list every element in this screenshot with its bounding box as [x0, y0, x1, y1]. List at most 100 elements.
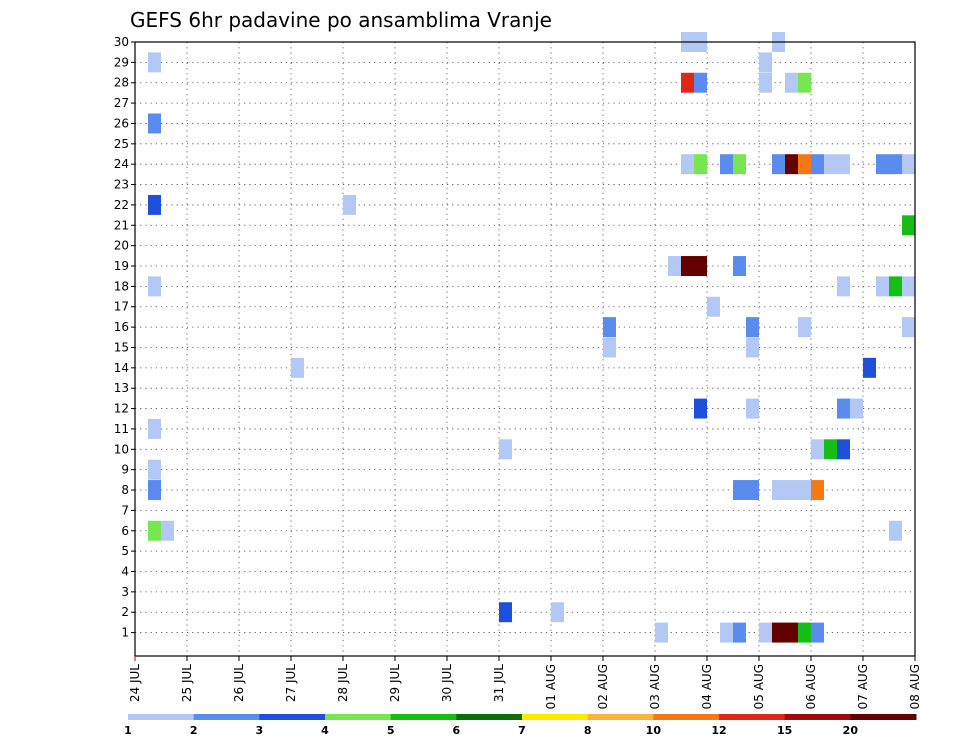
heatmap-cell — [824, 154, 837, 175]
heatmap-cell — [343, 194, 356, 215]
colorbar: 1 2 3 4 5 6 7 8 10 12 15 20 — [124, 714, 917, 737]
colorbar-label: 1 — [124, 724, 132, 737]
heatmap-cell — [798, 72, 811, 93]
y-tick-label: 12 — [114, 402, 129, 416]
y-tick-label: 4 — [121, 564, 129, 578]
heatmap-cell — [785, 72, 798, 93]
y-tick-label: 16 — [114, 320, 129, 334]
heatmap-cell — [733, 480, 746, 501]
heatmap-cell — [772, 154, 785, 175]
heatmap-cell — [681, 256, 694, 276]
heatmap-cell — [811, 480, 824, 501]
heatmap-cell — [811, 439, 824, 460]
heatmap-cell — [876, 154, 889, 175]
chart-title: GEFS 6hr padavine po ansamblima Vranje — [130, 8, 552, 32]
heatmap-cell — [148, 459, 161, 480]
heatmap-cell — [148, 194, 161, 215]
heatmap-cell — [876, 276, 889, 297]
x-tick-label: 26 JUL — [232, 664, 246, 702]
y-tick-label: 20 — [114, 239, 129, 253]
heatmap-cell — [733, 154, 746, 175]
y-tick-label: 6 — [121, 524, 129, 538]
y-tick-label: 14 — [114, 361, 129, 375]
colorbar-swatch — [784, 714, 851, 720]
colorbar-label: 6 — [453, 724, 461, 737]
heatmap-cell — [889, 154, 902, 175]
colorbar-swatch — [719, 714, 786, 720]
heatmap-cell — [148, 113, 161, 134]
heatmap-cell — [798, 317, 811, 338]
heatmap-cell — [785, 480, 798, 501]
y-tick-label: 24 — [114, 157, 129, 171]
x-axis: 24 JUL 25 JUL 26 JUL 27 JUL 28 JUL 29 JUL 30 J… — [128, 656, 922, 709]
plot-frame — [134, 41, 916, 657]
heatmap-cell — [746, 337, 759, 358]
heatmap-cell — [850, 398, 863, 419]
heatmap-cell — [902, 215, 915, 236]
heatmap-cell — [772, 622, 785, 643]
heatmap-cell — [291, 357, 304, 378]
colorbar-swatch — [587, 714, 654, 720]
colorbar-label: 7 — [518, 724, 526, 737]
heatmap-cell — [148, 520, 161, 541]
heatmap-cell — [148, 52, 161, 73]
y-tick-label: 28 — [114, 76, 129, 90]
x-tick-label: 03 AUG — [648, 664, 662, 709]
colorbar-label: 10 — [646, 724, 662, 737]
x-tick-label: 05 AUG — [752, 664, 766, 709]
y-tick-label: 19 — [114, 259, 129, 273]
heatmap-cell — [798, 154, 811, 175]
colorbar-swatch — [128, 714, 195, 720]
x-tick-label: 06 AUG — [804, 664, 818, 709]
heatmap-cell — [811, 154, 824, 175]
heatmap-cell — [785, 622, 798, 643]
heatmap-cell — [720, 154, 733, 175]
heatmap-cell — [837, 276, 850, 297]
x-tick-label: 04 AUG — [700, 664, 714, 709]
heatmap-cell — [746, 398, 759, 419]
heatmap-cell — [694, 154, 707, 175]
x-tick-label: 30 JUL — [440, 664, 454, 702]
heatmap-cells — [148, 32, 915, 643]
heatmap-cell — [759, 622, 772, 643]
colorbar-swatch — [653, 714, 720, 720]
y-tick-label: 11 — [114, 422, 129, 436]
y-tick-label: 22 — [114, 198, 129, 212]
heatmap-cell — [759, 72, 772, 93]
colorbar-label: 20 — [843, 724, 859, 737]
heatmap-cell — [148, 418, 161, 439]
colorbar-swatch — [850, 714, 917, 720]
heatmap-cell — [681, 72, 694, 93]
heatmap-cell — [889, 276, 902, 297]
heatmap-cell — [499, 439, 512, 460]
heatmap-cell — [681, 154, 694, 175]
heatmap-cell — [811, 622, 824, 643]
heatmap-cell — [655, 622, 668, 643]
x-tick-label: 02 AUG — [596, 664, 610, 709]
x-tick-label: 01 AUG — [544, 664, 558, 709]
heatmap-cell — [798, 480, 811, 501]
heatmap-cell — [837, 398, 850, 419]
x-tick-label: 24 JUL — [128, 664, 142, 702]
colorbar-label: 12 — [711, 724, 726, 737]
heatmap-cell — [603, 317, 616, 338]
x-tick-label: 28 JUL — [336, 664, 350, 702]
heatmap-cell — [902, 276, 915, 297]
colorbar-swatch — [522, 714, 589, 720]
colorbar-swatch — [193, 714, 260, 720]
colorbar-label: 5 — [387, 724, 395, 737]
heatmap-cell — [668, 256, 681, 276]
colorbar-swatch — [325, 714, 392, 720]
y-tick-label: 21 — [114, 218, 129, 232]
y-tick-label: 3 — [121, 585, 129, 599]
heatmap-cell — [603, 337, 616, 358]
y-tick-label: 17 — [114, 300, 129, 314]
heatmap-cell — [694, 72, 707, 93]
heatmap-cell — [902, 317, 915, 338]
y-tick-label: 8 — [121, 483, 129, 497]
heatmap-cell — [889, 520, 902, 541]
heatmap-cell — [837, 154, 850, 175]
y-tick-label: 25 — [114, 137, 129, 151]
x-tick-label: 07 AUG — [856, 664, 870, 709]
